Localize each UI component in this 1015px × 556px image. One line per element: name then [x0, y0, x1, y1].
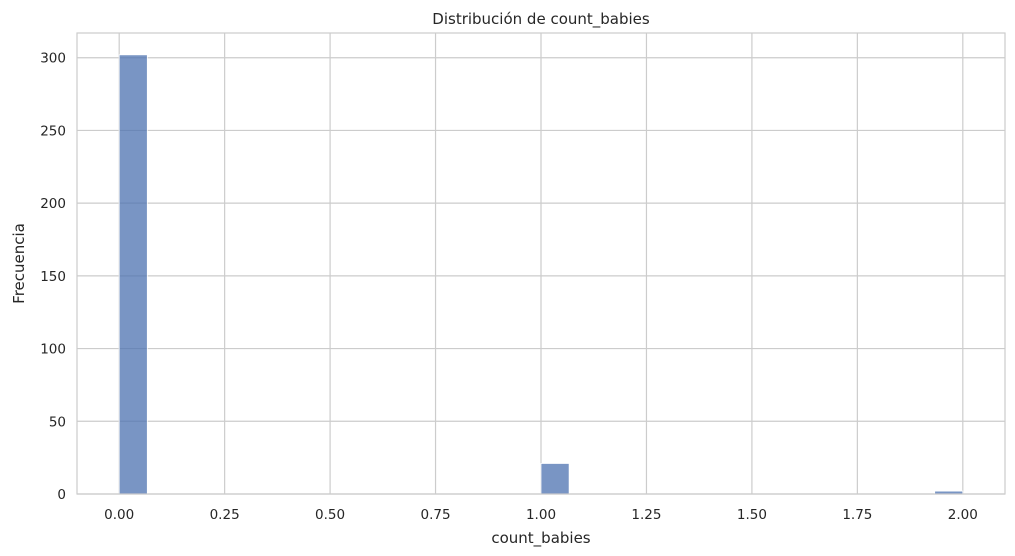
chart-title: Distribución de count_babies [432, 10, 650, 29]
histogram-bar [540, 463, 570, 495]
x-tick-label: 0.00 [104, 507, 134, 523]
y-tick-labels: 0 50 100 150 200 250 300 [40, 51, 66, 503]
x-tick-label: 2.00 [948, 507, 978, 523]
x-tick-label: 1.00 [526, 507, 556, 523]
y-tick-label: 50 [49, 414, 66, 430]
y-tick-label: 200 [40, 196, 66, 212]
y-tick-label: 300 [40, 51, 66, 67]
y-tick-label: 0 [57, 487, 66, 503]
x-tick-labels: 0.00 0.25 0.50 0.75 1.00 1.25 1.50 1.75 2.00 [104, 507, 978, 523]
x-tick-label: 1.25 [631, 507, 661, 523]
x-axis-label: count_babies [491, 529, 590, 548]
y-axis-label: Frecuencia [10, 223, 28, 304]
histogram-bar [118, 54, 148, 495]
x-tick-label: 0.75 [421, 507, 451, 523]
x-tick-label: 0.25 [210, 507, 240, 523]
y-tick-label: 250 [40, 123, 66, 139]
histogram-bars [118, 54, 964, 495]
x-tick-label: 0.50 [315, 507, 345, 523]
y-tick-label: 100 [40, 342, 66, 358]
x-tick-label: 1.50 [737, 507, 767, 523]
x-tick-label: 1.75 [842, 507, 872, 523]
y-tick-label: 150 [40, 269, 66, 285]
plot-frame [76, 32, 1006, 495]
grid-lines [77, 33, 1005, 495]
